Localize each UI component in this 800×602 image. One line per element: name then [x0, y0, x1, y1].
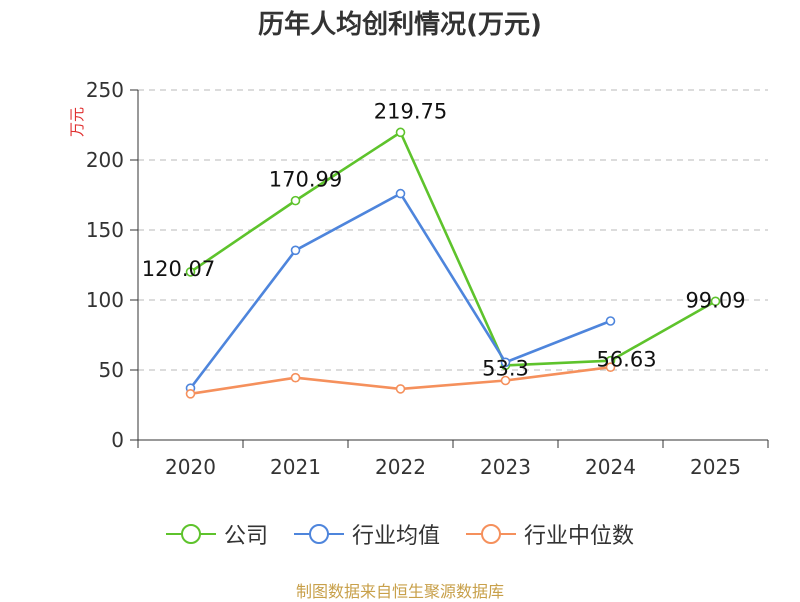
data-label: 219.75 — [374, 99, 447, 123]
data-point-1 — [395, 188, 406, 199]
series-line-1 — [189, 192, 611, 389]
x-tick-label: 2023 — [480, 455, 531, 479]
data-label: 120.07 — [142, 257, 215, 281]
data-point-2 — [605, 362, 616, 373]
chart-title: 历年人均创利情况(万元) — [258, 10, 542, 40]
x-tick-label: 2020 — [165, 455, 216, 479]
x-tick-label: 2022 — [375, 455, 426, 479]
legend-industry-median-label: 行业中位数 — [524, 524, 635, 549]
data-point-2 — [290, 372, 301, 383]
x-tick-label: 2025 — [690, 455, 741, 479]
y-tick-label: 50 — [99, 358, 124, 382]
series-lines — [185, 127, 721, 399]
data-point-1 — [290, 245, 301, 256]
y-axis-title: 万元 — [68, 107, 86, 137]
series-line-0 — [189, 131, 717, 367]
x-tick-label: 2021 — [270, 455, 321, 479]
legend: 公司 行业均值 行业中位数 — [0, 518, 800, 550]
legend-industry-mean-marker-icon — [293, 524, 344, 544]
data-point-0 — [185, 267, 196, 277]
data-label: 56.63 — [596, 348, 656, 372]
data-point-2 — [395, 384, 406, 394]
y-tick-label: 100 — [86, 288, 124, 312]
x-tick-label: 2024 — [585, 455, 636, 479]
data-point-2 — [185, 388, 196, 399]
legend-item-industry-mean[interactable]: 行业均值 — [293, 518, 440, 550]
y-tick-label: 200 — [86, 148, 124, 172]
data-label: 170.99 — [269, 168, 342, 192]
legend-company-label: 公司 — [223, 524, 268, 549]
data-labels: 120.07 170.99 219.75 53.3 56.63 99.09 — [142, 99, 746, 380]
y-tick-label: 150 — [86, 218, 124, 242]
legend-industry-median-marker-icon — [466, 524, 516, 544]
axes: 0 50 100 150 200 250 2020 2021 2022 2023 2024 2025 万… — [68, 78, 769, 479]
legend-company-marker-icon — [165, 524, 216, 544]
data-point-2 — [500, 375, 511, 386]
legend-item-company[interactable]: 公司 — [165, 518, 268, 550]
legend-industry-mean-label: 行业均值 — [351, 524, 440, 549]
data-source-note: 制图数据来自恒生聚源数据库 — [295, 582, 504, 601]
legend-item-industry-median[interactable]: 行业中位数 — [466, 518, 634, 550]
data-label: 53.3 — [482, 356, 529, 380]
data-point-1 — [605, 316, 616, 326]
data-point-0 — [710, 296, 721, 307]
data-point-0 — [290, 195, 301, 206]
y-tick-label: 250 — [86, 78, 124, 102]
data-label: 99.09 — [685, 288, 745, 312]
data-point-0 — [395, 127, 406, 138]
grid-lines — [138, 89, 768, 371]
data-point-1 — [500, 357, 511, 368]
y-tick-label: 0 — [111, 428, 124, 452]
